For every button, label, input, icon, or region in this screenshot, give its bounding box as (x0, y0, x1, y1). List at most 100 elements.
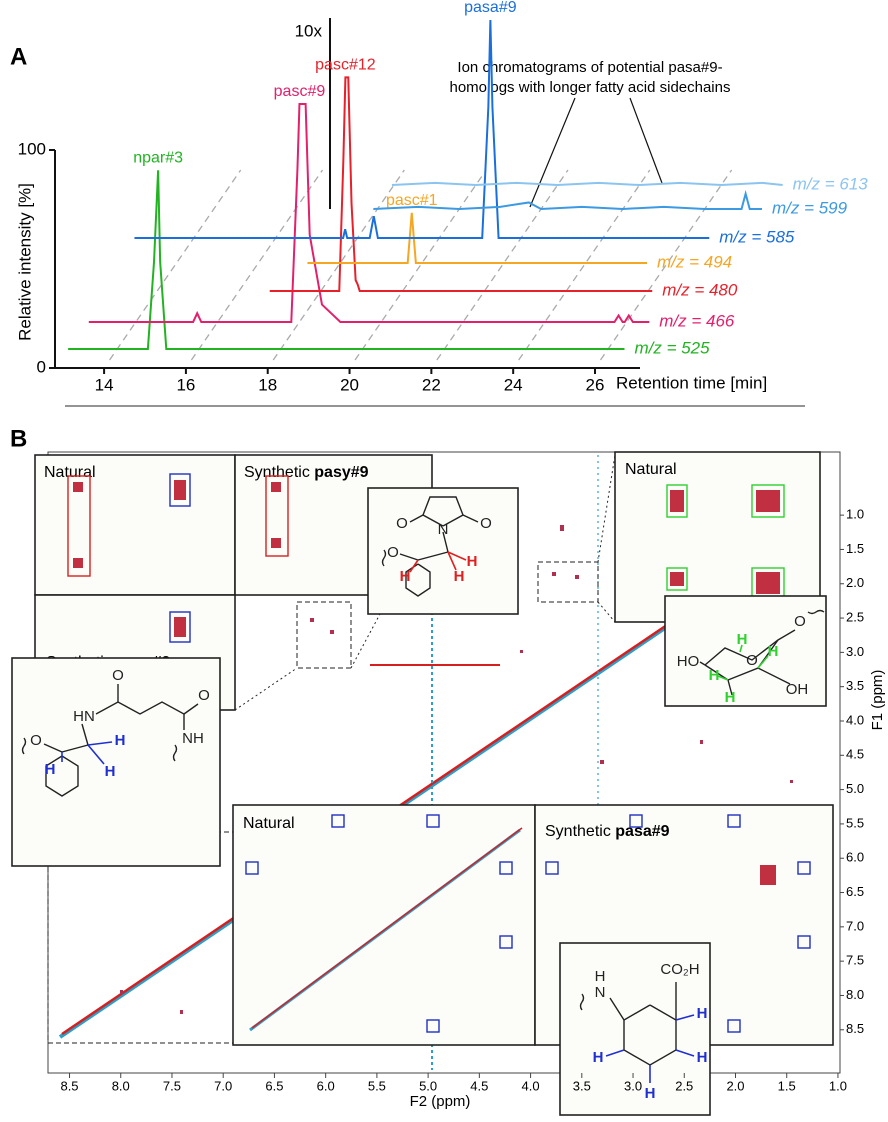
atom: O (387, 544, 399, 561)
structure (12, 658, 220, 866)
x-tick-label: 8.5 (60, 1078, 78, 1093)
legend-label: m/z = 613 (793, 174, 869, 193)
atom: H (45, 761, 56, 778)
atom: H (467, 553, 478, 570)
figure: A Relative intensity [%] Retention time … (0, 0, 888, 1117)
x-tick-label: 2.5 (675, 1078, 693, 1093)
guide-line (519, 170, 650, 360)
atom: H (400, 568, 411, 585)
y-tick-label: 1.5 (846, 541, 864, 556)
atom: H (709, 667, 720, 684)
x-tick-label: 1.5 (778, 1078, 796, 1093)
y-tick-label: 1.0 (846, 507, 864, 522)
panel-a: A Relative intensity [%] Retention time … (10, 0, 868, 406)
atom: H (697, 1005, 708, 1022)
x-tick-label: 7.5 (163, 1078, 181, 1093)
y-tick-label: 7.5 (846, 953, 864, 968)
atom: HN (73, 708, 95, 725)
x-tick-label: 3.5 (573, 1078, 591, 1093)
inset-title: Synthetic (244, 464, 310, 481)
leader-line (630, 98, 662, 183)
inset-title: Natural (44, 464, 96, 481)
x-tick-label: 20 (340, 375, 359, 394)
atom: OH (786, 681, 809, 698)
panel-label: A (10, 43, 27, 70)
y-tick-label: 5.5 (846, 815, 864, 830)
inset-title: Synthetic pasy#9 (244, 464, 369, 481)
x-tick-label: 24 (504, 375, 523, 394)
atom: H (725, 689, 736, 706)
x-axis-label: Retention time [min] (616, 373, 767, 392)
x-tick-label: 22 (422, 375, 441, 394)
x-tick-label: 3.0 (624, 1078, 642, 1093)
guide-line (191, 170, 322, 360)
atom: O (794, 613, 806, 630)
peak-label: pasc#12 (315, 57, 376, 74)
legend-label: m/z = 525 (634, 338, 710, 357)
x-tick-label: 8.0 (112, 1078, 130, 1093)
y-tick-label: 4.0 (846, 712, 864, 727)
legend-label: m/z = 480 (662, 280, 738, 299)
y-tick-label: 6.5 (846, 884, 864, 899)
inset-title: Natural (243, 815, 295, 832)
y-tick-label: 3.5 (846, 678, 864, 693)
legend-label: m/z = 585 (719, 227, 795, 246)
atom: O (396, 515, 408, 532)
trace (89, 104, 649, 322)
atom: HO (677, 653, 700, 670)
atom: O (198, 687, 210, 704)
panel-label: B (10, 425, 27, 452)
atom: H (737, 631, 748, 648)
inset-title: Synthetic (545, 823, 611, 840)
x-tick-label: 5.5 (368, 1078, 386, 1093)
x-tick-label: 4.0 (522, 1078, 540, 1093)
peak-label: pasc#9 (274, 83, 326, 100)
x-tick-label: 4.5 (470, 1078, 488, 1093)
inset-title: Natural (625, 461, 677, 478)
x-tick-label: 7.0 (214, 1078, 232, 1093)
annotation: Ion chromatograms of potential pasa#9- (457, 59, 722, 76)
atom: NH (182, 730, 204, 747)
legend-label: m/z = 466 (659, 311, 735, 330)
atom: O (112, 667, 124, 684)
panel-b: B Natural Synthetic pasy#9 Synthetic pas… (10, 425, 886, 1115)
legend-label: m/z = 599 (772, 198, 848, 217)
y-tick-label: 5.0 (846, 781, 864, 796)
x-tick-label: 1.0 (829, 1078, 847, 1093)
atom: O (480, 515, 492, 532)
scale-label: 10x (295, 21, 323, 40)
peak-label: npar#3 (133, 149, 183, 166)
atom: H (105, 763, 116, 780)
legend-label: m/z = 494 (657, 252, 732, 271)
x-tick-label: 2.0 (726, 1078, 744, 1093)
guide-line (437, 170, 568, 360)
x-tick-label: 14 (95, 375, 114, 394)
x-tick-label: 6.0 (317, 1078, 335, 1093)
atom: H (115, 732, 126, 749)
y-axis-label: Relative intensity [%] (15, 183, 34, 341)
compound: pasy#9 (314, 464, 368, 481)
atom: N (595, 984, 606, 1001)
atom: H (454, 568, 465, 585)
x-tick-label: 16 (176, 375, 195, 394)
inset-title: Synthetic pasa#9 (545, 823, 670, 840)
y-tick-label: 4.5 (846, 747, 864, 762)
y-tick-label: 8.0 (846, 987, 864, 1002)
guide-line (110, 170, 241, 360)
y-tick-label: 8.5 (846, 1021, 864, 1036)
x-tick-label: 26 (586, 375, 605, 394)
x-tick-label: 6.5 (265, 1078, 283, 1093)
y-tick-label: 7.0 (846, 918, 864, 933)
y-tick-label: 2.5 (846, 609, 864, 624)
leader-line (530, 98, 575, 207)
atom: H (768, 643, 779, 660)
y-tick-label: 3.0 (846, 644, 864, 659)
trace (392, 183, 783, 185)
atom: H (593, 1049, 604, 1066)
atom: H (595, 968, 606, 985)
atom: H (645, 1085, 656, 1102)
x-axis-label: F2 (ppm) (410, 1093, 471, 1110)
atom: O (30, 732, 42, 749)
y-tick-label: 2.0 (846, 575, 864, 590)
atom: H (697, 1049, 708, 1066)
